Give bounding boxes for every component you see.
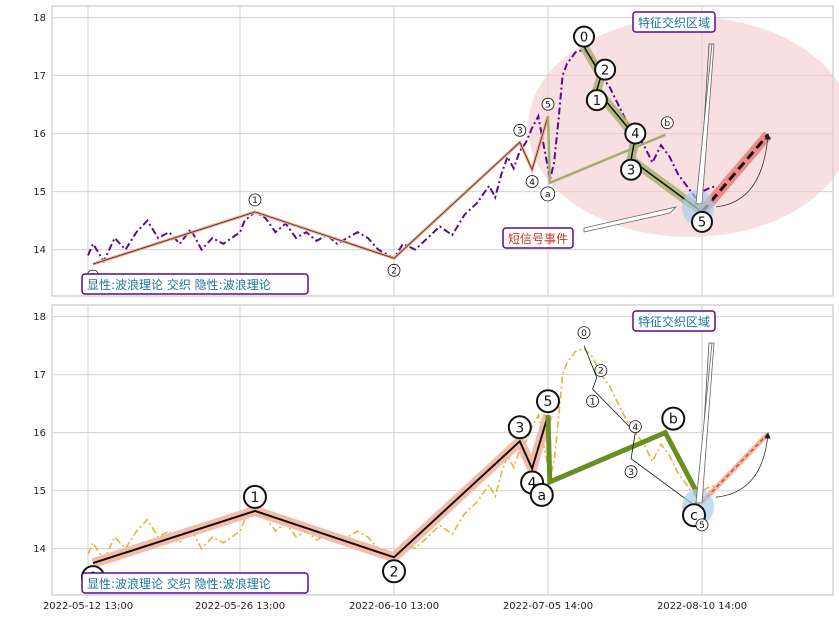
bottom-feature-zone-label: 特征交织区域 (638, 314, 710, 329)
top-correction-line (546, 116, 666, 185)
top-ytick-label: 18 (33, 13, 46, 24)
top-wave-label-4: 4 (529, 178, 535, 188)
bottom-wave-label-5: 5 (544, 394, 553, 410)
bottom-minor-label-1-circle (586, 394, 599, 408)
bottom-ytick-label: 17 (33, 370, 46, 381)
top-wave-label-5-circle (541, 97, 555, 111)
xtick-label: 2022-05-12 13:00 (43, 601, 133, 612)
top-ytick-label: 16 (33, 129, 46, 140)
bottom-wave-label-2: 2 (390, 564, 399, 580)
top-wave-label-2: 2 (391, 267, 397, 277)
bottom-forecast-arc (715, 432, 771, 498)
bottom-corr-label-a: a (537, 488, 546, 504)
bottom-wave-label-3: 3 (515, 420, 524, 436)
top-ytick-label: 17 (33, 71, 46, 82)
top-wave-label-5: 5 (545, 100, 551, 110)
bottom-feature-zone-label-box (632, 310, 716, 332)
bottom-annotation-legend: 显性:波浪理论 交织 隐性:波浪理论 (87, 576, 271, 591)
top-minor-label-0: 0 (580, 30, 588, 45)
bottom-minor-label-0-circle (577, 326, 591, 340)
bottom-plot-frame (51, 304, 834, 596)
bottom-minor-label-2-circle (594, 364, 608, 377)
bottom-wave-label-5-circle (536, 389, 560, 414)
top-wave-line (92, 116, 549, 265)
bottom-annotation-legend-box (81, 572, 309, 594)
bottom-ytick-label: 15 (33, 486, 46, 497)
bottom-minor-label-5: 5 (699, 521, 705, 531)
top-minor-label-3: 3 (627, 163, 635, 178)
top-ytick-label: 15 (33, 187, 46, 198)
top-corr-label-b-circle (660, 116, 674, 130)
short-signal-arrow (583, 206, 678, 233)
top-corr-label-a-circle (540, 186, 556, 202)
short-signal-label-box (502, 227, 574, 249)
bottom-wave-label-1: 1 (251, 490, 260, 506)
top-annotation-legend: 显性:波浪理论 交织 隐性:波浪理论 (87, 277, 271, 292)
bottom-minor-label-5-circle (695, 518, 709, 532)
top-ytick-label: 14 (33, 245, 46, 256)
bottom-correction-line (545, 415, 705, 504)
bottom-minor-label-3: 3 (628, 468, 634, 478)
xtick-label: 2022-06-10 13:00 (349, 601, 439, 612)
top-feature-zone-label: 特征交织区域 (638, 15, 710, 30)
xtick-label: 2022-08-10 14:00 (657, 601, 747, 612)
xtick-label: 2022-07-05 14:00 (503, 601, 593, 612)
bottom-minor-label-1: 1 (590, 397, 596, 407)
bottom-zone-arrow (695, 342, 715, 504)
xtick-label: 2022-05-26 13:00 (195, 601, 285, 612)
bottom-minor-label-2: 2 (598, 367, 604, 377)
top-minor-label-2: 2 (601, 63, 609, 78)
bottom-ytick-label: 18 (33, 312, 46, 323)
bottom-minor-label-0: 0 (581, 329, 587, 339)
top-minor-label-1-circle (585, 89, 608, 112)
bottom-forecast-line (701, 433, 769, 503)
bottom-corr-label-c: c (690, 508, 698, 524)
short-signal-label: 短信号事件 (508, 232, 568, 246)
top-annotation-legend-box (81, 273, 309, 295)
top-wave-label-1: 1 (252, 196, 258, 206)
top-wave-label-3-circle (513, 123, 527, 137)
bottom-corr-label-b: b (669, 412, 678, 428)
bottom-wave-line (92, 414, 549, 565)
bottom-corr-label-a-circle (529, 482, 554, 507)
top-wave-label-1-circle (248, 193, 262, 207)
top-minor-label-5-circle (691, 210, 713, 233)
bottom-wave-label-1-circle (242, 484, 267, 509)
bottom-corr-label-b-circle (661, 406, 686, 431)
bottom-wave-label-2-circle (382, 559, 406, 584)
top-wave-label-4-circle (525, 175, 539, 188)
top-minor-label-3-circle (620, 158, 643, 181)
top-minor-label-4: 4 (631, 127, 639, 142)
bottom-minor-label-3-circle (624, 465, 638, 479)
top-zone-arrow (695, 43, 715, 205)
top-corr-label-a: a (545, 190, 551, 200)
top-minor-label-4-circle (624, 122, 647, 145)
bottom-wave-label-4: 4 (528, 476, 537, 492)
bottom-minor-label-4: 4 (632, 423, 638, 433)
top-forecast-arc (715, 133, 771, 208)
top-feature-zone-label-box (632, 11, 716, 33)
bottom-ytick-label: 14 (33, 544, 46, 555)
top-minor-label-2-circle (594, 58, 617, 81)
bottom-wave-label-3-circle (507, 415, 532, 440)
top-wave-label-2-circle (387, 263, 401, 277)
top-minor-label-1: 1 (593, 94, 601, 109)
top-minor-label-0-circle (573, 25, 596, 48)
top-minor-label-5: 5 (698, 216, 706, 231)
bottom-ytick-label: 16 (33, 428, 46, 439)
top-wave-label-3: 3 (517, 127, 523, 137)
top-forecast-line (700, 133, 770, 213)
bottom-minor-label-4-circle (628, 420, 642, 434)
top-corr-label-b: b (664, 119, 670, 129)
